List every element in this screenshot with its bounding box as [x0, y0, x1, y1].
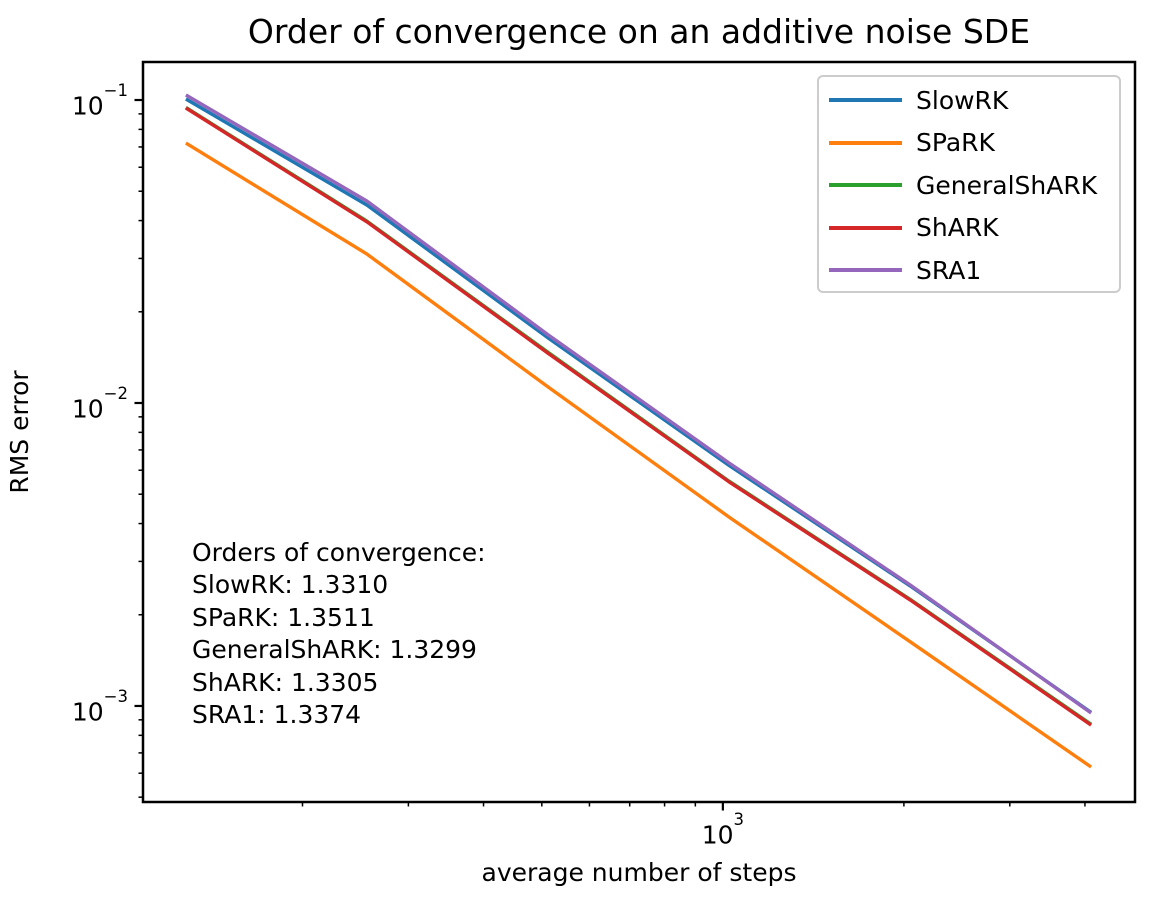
- series-line-spark: [185, 141, 1093, 769]
- annotation-line: ShARK: 1.3305: [192, 667, 379, 697]
- legend-line-swatch: [829, 268, 902, 273]
- legend-item-label: SRA1: [916, 255, 982, 285]
- legend-item-slowrk: SlowRK: [829, 79, 1109, 122]
- y-tick-label: 10−3: [71, 687, 128, 727]
- legend-item-label: GeneralShARK: [916, 170, 1098, 200]
- legend-item-generalshark: GeneralShARK: [829, 164, 1109, 207]
- plot-spines: [141, 60, 1137, 804]
- y-tick-label: 10−1: [71, 81, 128, 121]
- annotation-line: SPaRK: 1.3511: [192, 602, 375, 632]
- legend-item-sra1: SRA1: [829, 249, 1109, 292]
- legend-item-label: ShARK: [916, 213, 999, 243]
- legend-line-swatch: [829, 225, 902, 230]
- annotation-line: GeneralShARK: 1.3299: [192, 635, 477, 665]
- legend-item-shark: ShARK: [829, 207, 1109, 250]
- series-line-shark: [184, 106, 1093, 727]
- legend-item-label: SlowRK: [916, 85, 1009, 115]
- annotation-line: SlowRK: 1.3310: [192, 570, 389, 600]
- orders-annotation: Orders of convergence: SlowRK: 1.3310 SPaR…: [192, 537, 486, 731]
- annotation-line: SRA1: 1.3374: [192, 700, 362, 730]
- y-tick-label: 10−2: [71, 384, 128, 424]
- legend: SlowRK SPaRK GeneralShARK ShARK SRA1: [817, 75, 1121, 293]
- annotation-line: Orders of convergence:: [192, 538, 486, 567]
- legend-item-spark: SPaRK: [829, 122, 1109, 165]
- legend-line-swatch: [829, 98, 902, 103]
- legend-item-label: SPaRK: [916, 128, 995, 158]
- x-tick-label: 103: [701, 810, 744, 850]
- x-axis-label: average number of steps: [481, 858, 797, 887]
- series-line-sra1: [185, 93, 1093, 715]
- legend-line-swatch: [829, 183, 902, 188]
- legend-line-swatch: [829, 140, 902, 145]
- chart-title: Order of convergence on an additive nois…: [247, 12, 1031, 51]
